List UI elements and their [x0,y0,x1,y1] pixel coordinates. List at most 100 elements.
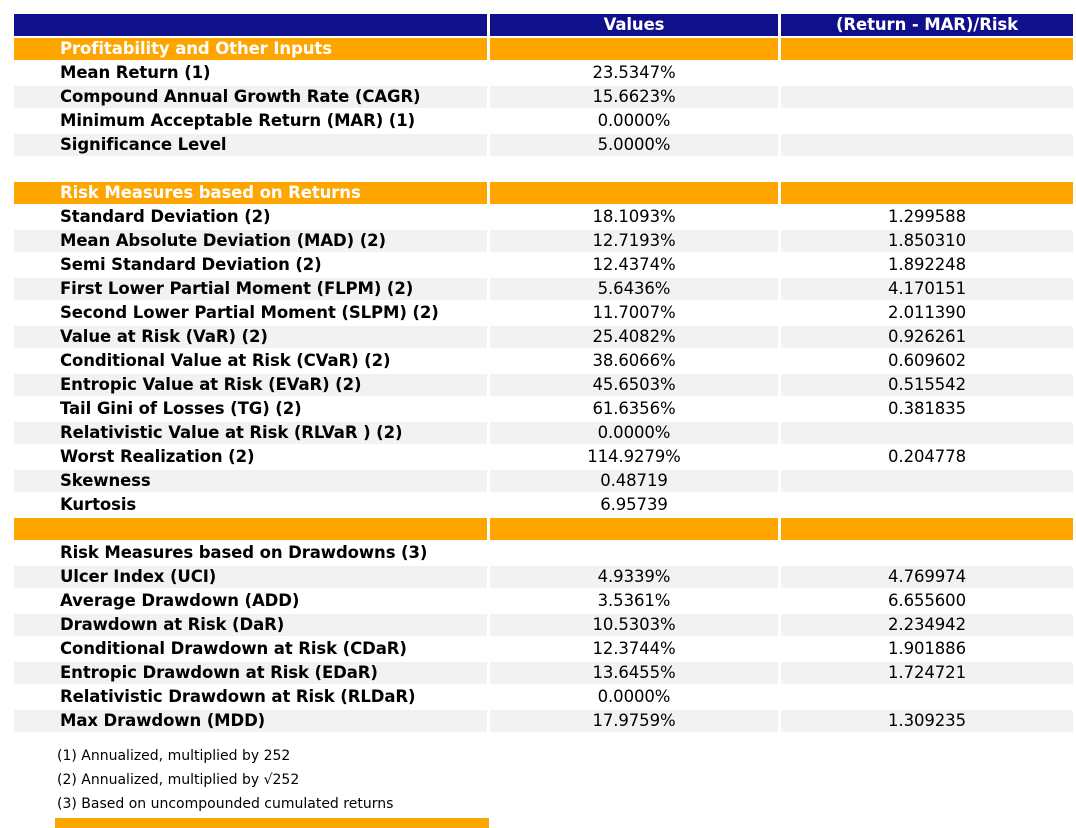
value-cell: 13.6455% [490,662,778,684]
table-row: Worst Realization (2) 114.9279% 0.204778 [14,446,1073,468]
ratio-cell: 6.655600 [888,591,966,610]
metric-label-cell: Conditional Drawdown at Risk (CDaR) [60,639,407,658]
table-row: Risk Measures based on Drawdowns (3) [14,542,1073,564]
metric-label-cell: Average Drawdown (ADD) [60,591,300,610]
metric-label-cell: Compound Annual Growth Rate (CAGR) [14,86,487,108]
footnote-uncompounded-returns: (3) Based on uncompounded cumulated retu… [57,796,394,812]
value-cell: 114.9279% [587,447,681,466]
table-row: Value at Risk (VaR) (2) 25.4082% 0.926261 [14,326,1073,348]
metric-label-cell: Ulcer Index (UCI) [14,566,487,588]
metric-label-cell: Skewness [14,470,487,492]
section-title-cell [14,518,487,540]
ratio-cell [781,158,1073,180]
table-row: Conditional Value at Risk (CVaR) (2) 38.6… [14,350,1073,372]
metric-label-cell: Significance Level [14,134,487,156]
footnote-annualized-sqrt252: (2) Annualized, multiplied by √252 [57,772,300,788]
ratio-cell [781,518,1073,540]
clipped-section-bar [55,818,489,828]
table-row: Minimum Acceptable Return (MAR) (1) 0.000… [14,110,1073,132]
table-row: Drawdown at Risk (DaR) 10.5303% 2.234942 [14,614,1073,636]
table-row: Mean Return (1) 23.5347% [14,62,1073,84]
value-cell: 25.4082% [490,326,778,348]
ratio-cell: 1.309235 [781,710,1073,732]
metric-label-cell: Drawdown at Risk (DaR) [14,614,487,636]
table-row: First Lower Partial Moment (FLPM) (2) 5.6… [14,278,1073,300]
value-cell: 17.9759% [490,710,778,732]
ratio-cell: 1.901886 [888,639,966,658]
metric-label-cell: Mean Return (1) [60,63,211,82]
ratio-cell: 2.011390 [888,303,966,322]
value-cell: 3.5361% [597,591,671,610]
value-cell [490,38,778,60]
ratio-cell [781,494,1073,516]
ratio-cell [781,422,1073,444]
value-cell: 10.5303% [490,614,778,636]
value-cell [490,542,778,564]
metric-column-header [14,14,487,36]
value-cell: 15.6623% [490,86,778,108]
metric-label-cell: Value at Risk (VaR) (2) [14,326,487,348]
metric-label-cell: Conditional Value at Risk (CVaR) (2) [60,351,391,370]
value-cell: 12.4374% [592,255,676,274]
table-row: Semi Standard Deviation (2) 12.4374% 1.892… [14,254,1073,276]
ratio-cell [781,182,1073,204]
table-row: Relativistic Value at Risk (RLVaR ) (2) 0… [14,422,1073,444]
metric-label-cell: Semi Standard Deviation (2) [60,255,322,274]
value-cell [490,158,778,180]
value-cell: 12.7193% [490,230,778,252]
footnotes: (1) Annualized, multiplied by 252 (2) An… [57,744,393,816]
ratio-cell: 0.381835 [888,399,966,418]
ratio-cell: 0.609602 [888,351,966,370]
metric-label-cell: Relativistic Value at Risk (RLVaR ) (2) [14,422,487,444]
ratio-cell: 1.299588 [888,207,966,226]
section-row [14,518,1073,540]
value-cell: 18.1093% [592,207,676,226]
metric-label-cell: Entropic Value at Risk (EVaR) (2) [14,374,487,396]
value-cell: 5.0000% [490,134,778,156]
ratio-cell [781,38,1073,60]
value-cell: 61.6356% [592,399,676,418]
metric-label-cell: Minimum Acceptable Return (MAR) (1) [60,111,416,130]
risk-metrics-table: Values (Return - MAR)/Risk Profitability… [11,12,1076,734]
table-row: Tail Gini of Losses (TG) (2) 61.6356% 0.38… [14,398,1073,420]
table-row: Entropic Drawdown at Risk (EDaR) 13.6455%… [14,662,1073,684]
value-cell: 0.0000% [490,422,778,444]
ratio-cell [781,86,1073,108]
spacer-row [14,158,1073,180]
ratio-cell: 0.515542 [781,374,1073,396]
table-row: Mean Absolute Deviation (MAD) (2) 12.7193… [14,230,1073,252]
ratio-cell [781,686,1073,708]
values-column-header: Values [490,14,778,36]
ratio-cell: 4.170151 [781,278,1073,300]
ratio-cell: 0.204778 [888,447,966,466]
value-cell: 23.5347% [592,63,676,82]
metric-label-cell: Max Drawdown (MDD) [14,710,487,732]
table-row: Second Lower Partial Moment (SLPM) (2) 11… [14,302,1073,324]
value-cell [490,182,778,204]
ratio-cell [781,470,1073,492]
ratio-cell: 2.234942 [781,614,1073,636]
ratio-cell [781,110,1073,132]
metric-label-cell: Tail Gini of Losses (TG) (2) [60,399,302,418]
ratio-cell: 0.926261 [781,326,1073,348]
footnote-annualized-252: (1) Annualized, multiplied by 252 [57,748,291,764]
header-row: Values (Return - MAR)/Risk [14,14,1073,36]
table-row: Conditional Drawdown at Risk (CDaR) 12.37… [14,638,1073,660]
ratio-cell: 1.850310 [781,230,1073,252]
ratio-column-header: (Return - MAR)/Risk [781,14,1073,36]
table-row: Significance Level 5.0000% [14,134,1073,156]
value-cell: 5.6436% [490,278,778,300]
section-row: Risk Measures based on Returns [14,182,1073,204]
value-cell: 0.0000% [597,111,671,130]
metric-label-cell: Worst Realization (2) [60,447,255,466]
ratio-cell: 1.724721 [781,662,1073,684]
ratio-cell [781,134,1073,156]
table-row: Entropic Value at Risk (EVaR) (2) 45.6503… [14,374,1073,396]
metric-label-cell: Second Lower Partial Moment (SLPM) (2) [60,303,439,322]
ratio-cell [781,62,1073,84]
metric-label-cell: Entropic Drawdown at Risk (EDaR) [14,662,487,684]
table-row: Standard Deviation (2) 18.1093% 1.299588 [14,206,1073,228]
table-row: Relativistic Drawdown at Risk (RLDaR) 0.0… [14,686,1073,708]
ratio-cell [781,542,1073,564]
